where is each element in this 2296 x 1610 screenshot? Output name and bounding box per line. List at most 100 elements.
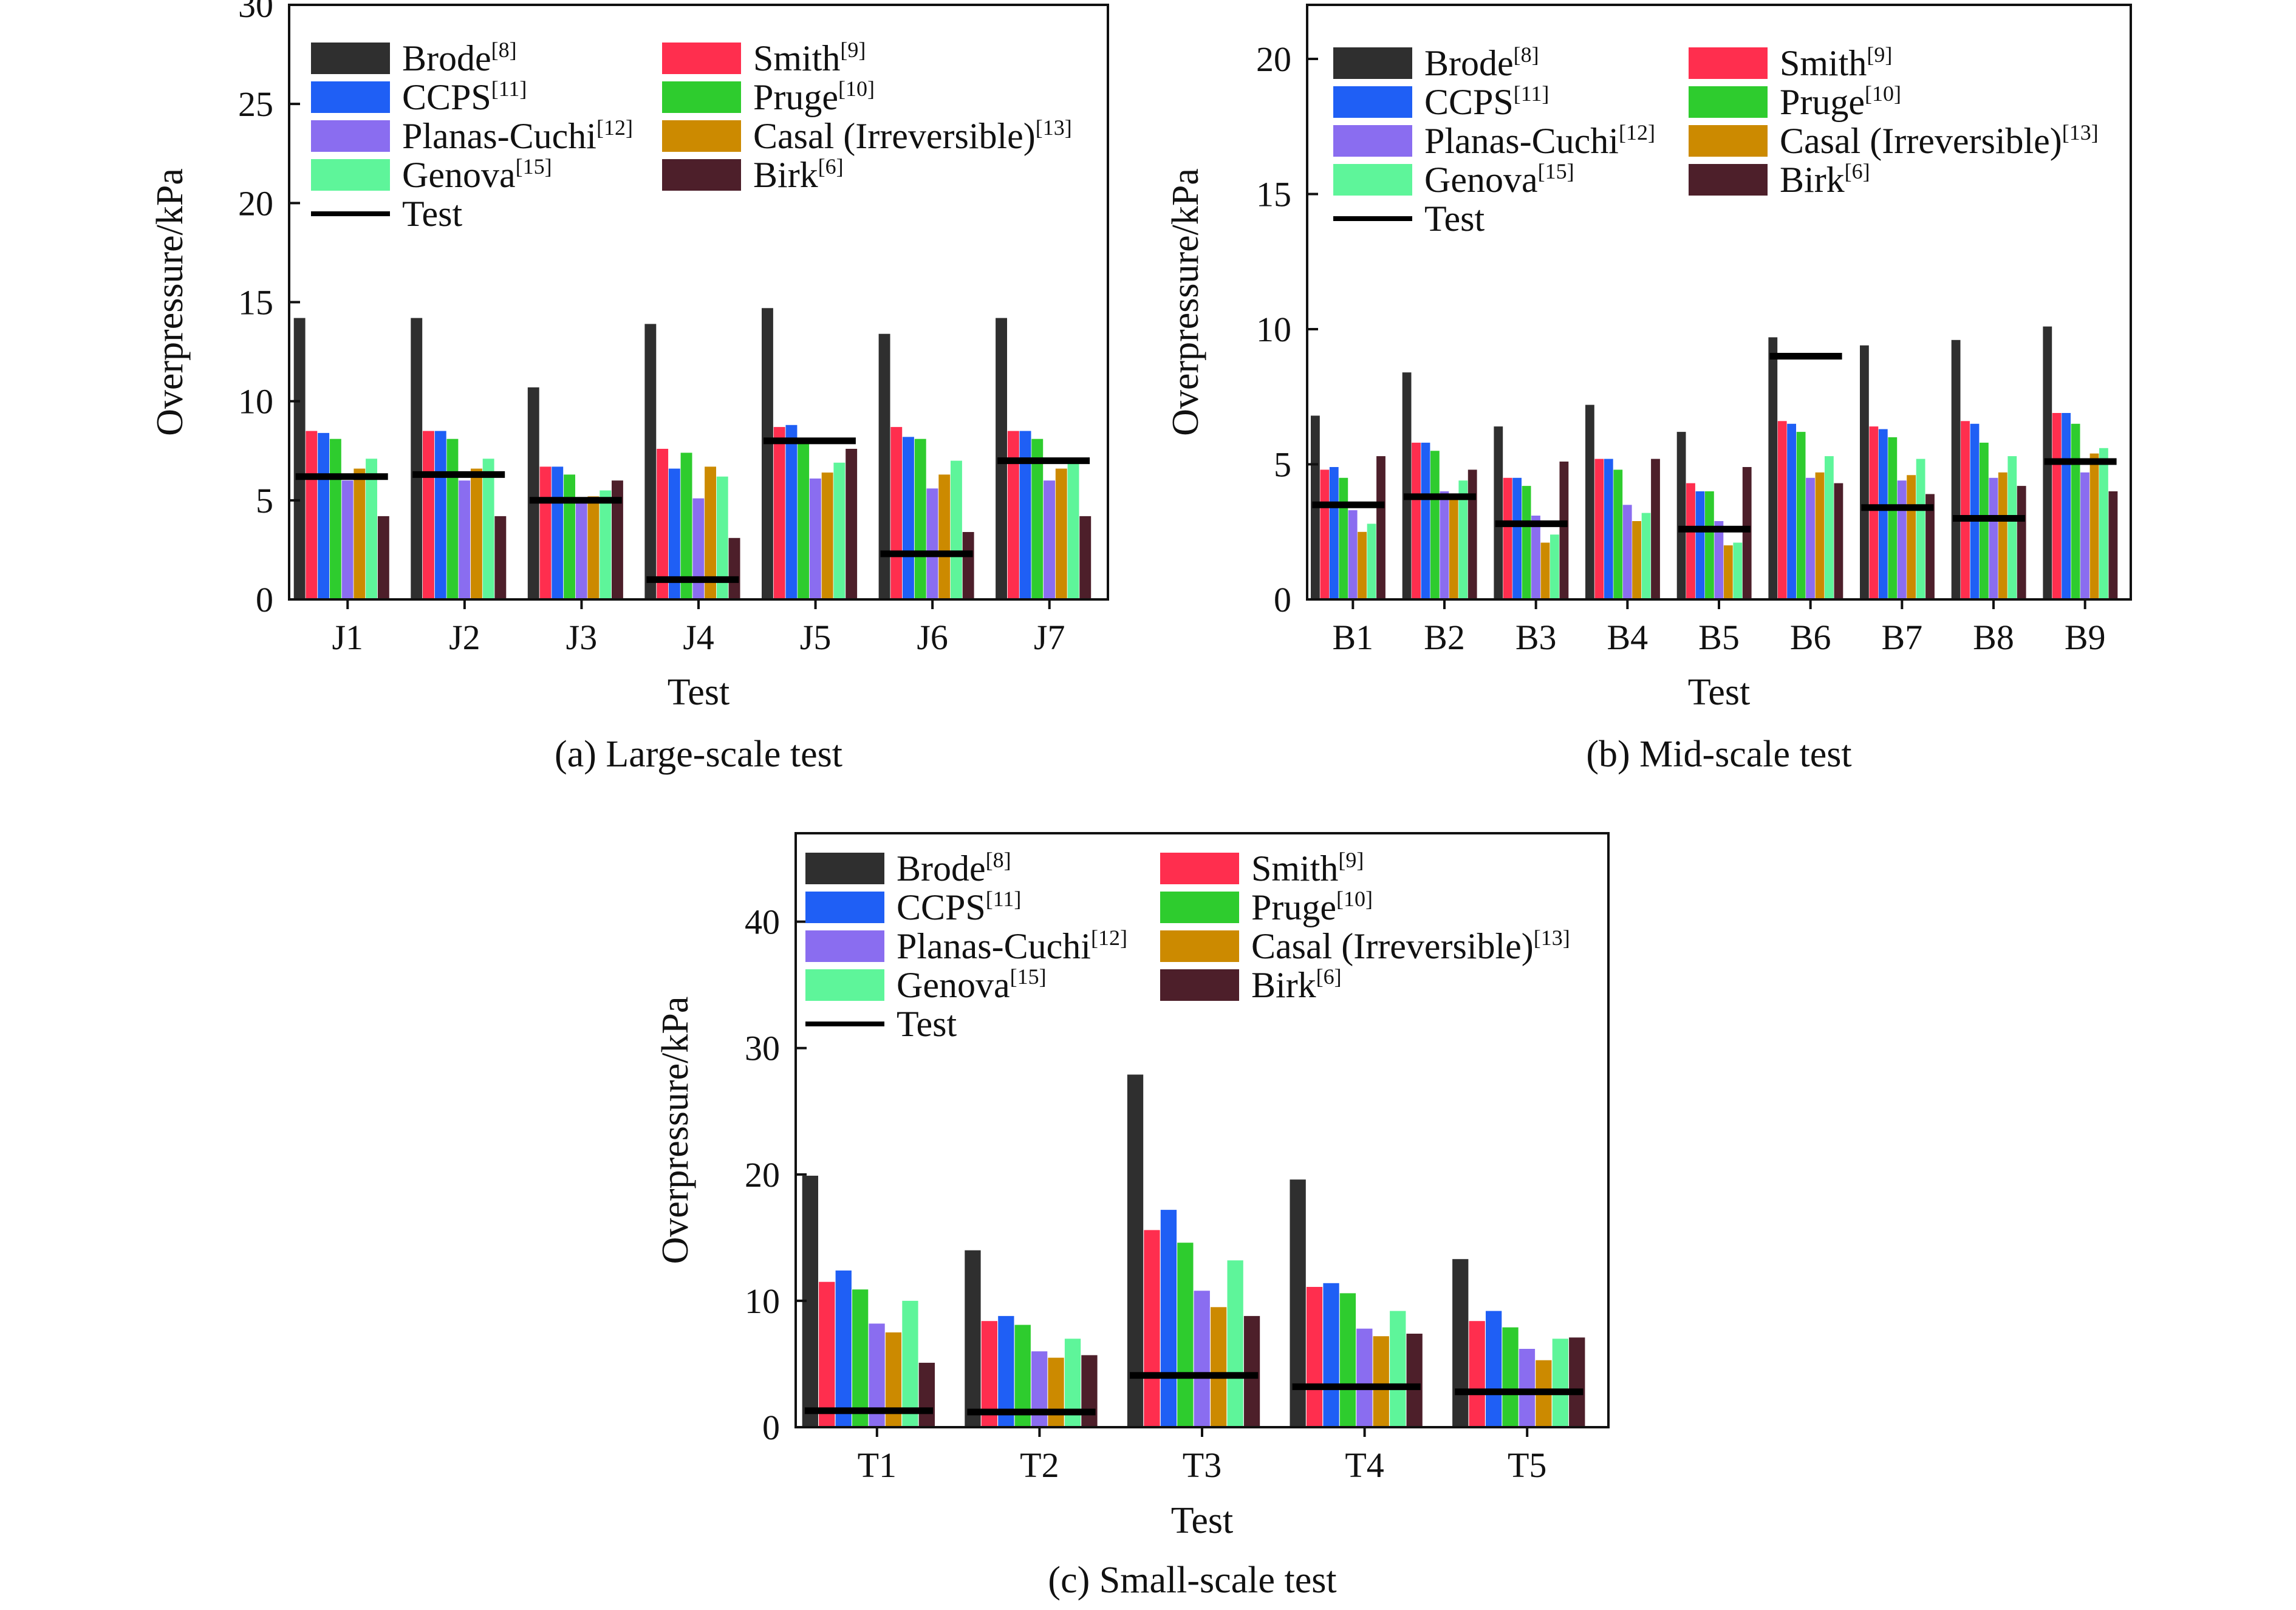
bar-ccps-b7 — [1878, 429, 1888, 599]
legend-label: Pruge[10] — [753, 77, 875, 117]
bar-ccps-b1 — [1329, 467, 1339, 599]
legend-label: CCPS[11] — [897, 887, 1021, 927]
bar-casal-irreversible-j2 — [471, 468, 482, 599]
y-axis-title: Overpressure/kPa — [655, 997, 696, 1264]
bar-casal-irreversible-j6 — [938, 474, 951, 599]
bar-smith-b3 — [1503, 477, 1512, 600]
bar-smith-j4 — [657, 449, 669, 599]
legend-item-ccps: CCPS[11] — [1333, 81, 1549, 122]
legend-swatch — [1160, 892, 1239, 923]
legend-item-smith: Smith[9] — [1160, 848, 1364, 889]
legend-swatch — [1333, 86, 1412, 118]
bar-birk-b2 — [1467, 469, 1477, 599]
legend-item-test: Test — [311, 194, 462, 234]
bar-smith-b4 — [1594, 459, 1604, 599]
bar-pruge-j1 — [329, 438, 341, 599]
bar-genova-t3 — [1227, 1260, 1243, 1427]
bar-brode-t3 — [1127, 1074, 1144, 1427]
bar-brode-j5 — [762, 308, 773, 599]
bar-ccps-j6 — [903, 437, 914, 599]
legend-swatch — [662, 120, 741, 152]
legend-ref-superscript: [6] — [1845, 159, 1870, 183]
legend-label: Casal (Irreversible)[13] — [1780, 120, 2099, 161]
legend-label: Brode[8] — [1424, 43, 1539, 83]
bar-birk-t2 — [1081, 1355, 1098, 1427]
bar-pruge-j3 — [564, 474, 575, 599]
bar-ccps-t1 — [835, 1271, 852, 1427]
bar-genova-b6 — [1825, 456, 1834, 599]
bar-planas-cuchi-t4 — [1356, 1328, 1373, 1427]
legend-ref-superscript: [13] — [1036, 115, 1072, 140]
bar-brode-b5 — [1676, 432, 1686, 599]
y-tick-label: 20 — [238, 183, 273, 223]
legend-ref-superscript: [8] — [491, 38, 517, 62]
bar-pruge-j7 — [1031, 438, 1044, 599]
legend-swatch — [311, 159, 390, 191]
y-tick-label: 20 — [1256, 39, 1291, 79]
legend-label: Birk[6] — [1780, 159, 1870, 200]
x-tick-label-t2: T2 — [1020, 1445, 1059, 1485]
bar-ccps-t4 — [1323, 1283, 1339, 1427]
bar-ccps-b5 — [1695, 491, 1705, 599]
x-axis-title: Test — [668, 672, 729, 713]
bar-brode-j6 — [878, 333, 890, 599]
bar-ccps-t5 — [1486, 1311, 1502, 1427]
legend-swatch — [805, 892, 884, 923]
bar-ccps-b8 — [1970, 423, 1980, 600]
bar-planas-cuchi-b9 — [2080, 472, 2089, 599]
bar-birk-j4 — [728, 537, 740, 599]
bar-pruge-j4 — [680, 452, 692, 599]
bar-planas-cuchi-b1 — [1348, 510, 1358, 599]
bar-casal-irreversible-j3 — [587, 496, 600, 599]
bar-birk-b4 — [1651, 459, 1660, 599]
legend-label: Smith[9] — [1780, 43, 1892, 83]
y-tick-label: 15 — [238, 283, 273, 322]
x-tick-label-j2: J2 — [449, 618, 480, 657]
x-tick-label-b5: B5 — [1698, 618, 1740, 657]
panel-caption: (b) Mid-scale test — [1586, 734, 1851, 775]
y-tick-label: 5 — [1274, 445, 1291, 485]
bar-ccps-b4 — [1604, 459, 1613, 599]
test-lines-group — [1312, 353, 2117, 533]
bar-genova-b2 — [1458, 480, 1468, 599]
bar-pruge-b3 — [1522, 486, 1531, 599]
bar-smith-t5 — [1469, 1321, 1485, 1427]
legend-label: Planas-Cuchi[12] — [1424, 120, 1655, 161]
legend-item-pruge: Pruge[10] — [1160, 887, 1373, 927]
legend-item-ccps: CCPS[11] — [311, 77, 527, 117]
legend-item-brode: Brode[8] — [1333, 43, 1539, 83]
bar-planas-cuchi-j7 — [1044, 480, 1055, 599]
bar-planas-cuchi-b4 — [1622, 505, 1632, 600]
y-tick-label: 0 — [256, 580, 273, 619]
legend-label: Birk[6] — [753, 154, 844, 195]
y-tick-label: 5 — [256, 481, 273, 520]
legend-swatch — [1689, 164, 1768, 196]
bar-smith-j3 — [539, 466, 552, 599]
legend-item-smith: Smith[9] — [662, 38, 866, 78]
bar-planas-cuchi-b7 — [1897, 480, 1907, 599]
bar-smith-b2 — [1412, 442, 1421, 599]
bar-genova-j3 — [600, 490, 612, 599]
bar-birk-j6 — [962, 532, 974, 599]
y-tick-label: 10 — [238, 382, 273, 421]
bar-birk-b9 — [2108, 491, 2118, 599]
legend-item-planas-cuchi: Planas-Cuchi[12] — [805, 926, 1127, 966]
bar-birk-b5 — [1742, 467, 1752, 599]
y-axis-title: Overpressure/kPa — [149, 168, 191, 436]
bar-brode-j2 — [411, 318, 423, 599]
bar-casal-irreversible-b3 — [1540, 542, 1550, 599]
bar-planas-cuchi-b2 — [1440, 491, 1449, 599]
x-tick-label-j3: J3 — [566, 618, 598, 657]
bar-pruge-j6 — [914, 438, 926, 599]
bar-smith-b5 — [1686, 483, 1695, 599]
legend-label: Planas-Cuchi[12] — [402, 115, 633, 156]
y-tick-label: 20 — [745, 1155, 780, 1195]
bar-genova-b3 — [1550, 534, 1559, 599]
bar-planas-cuchi-t2 — [1031, 1351, 1048, 1427]
legend-label: Smith[9] — [1251, 848, 1364, 889]
legend-label: Pruge[10] — [1251, 887, 1373, 927]
bar-ccps-b6 — [1787, 423, 1796, 600]
bar-smith-t4 — [1306, 1287, 1323, 1427]
legend-label: Brode[8] — [402, 38, 517, 78]
